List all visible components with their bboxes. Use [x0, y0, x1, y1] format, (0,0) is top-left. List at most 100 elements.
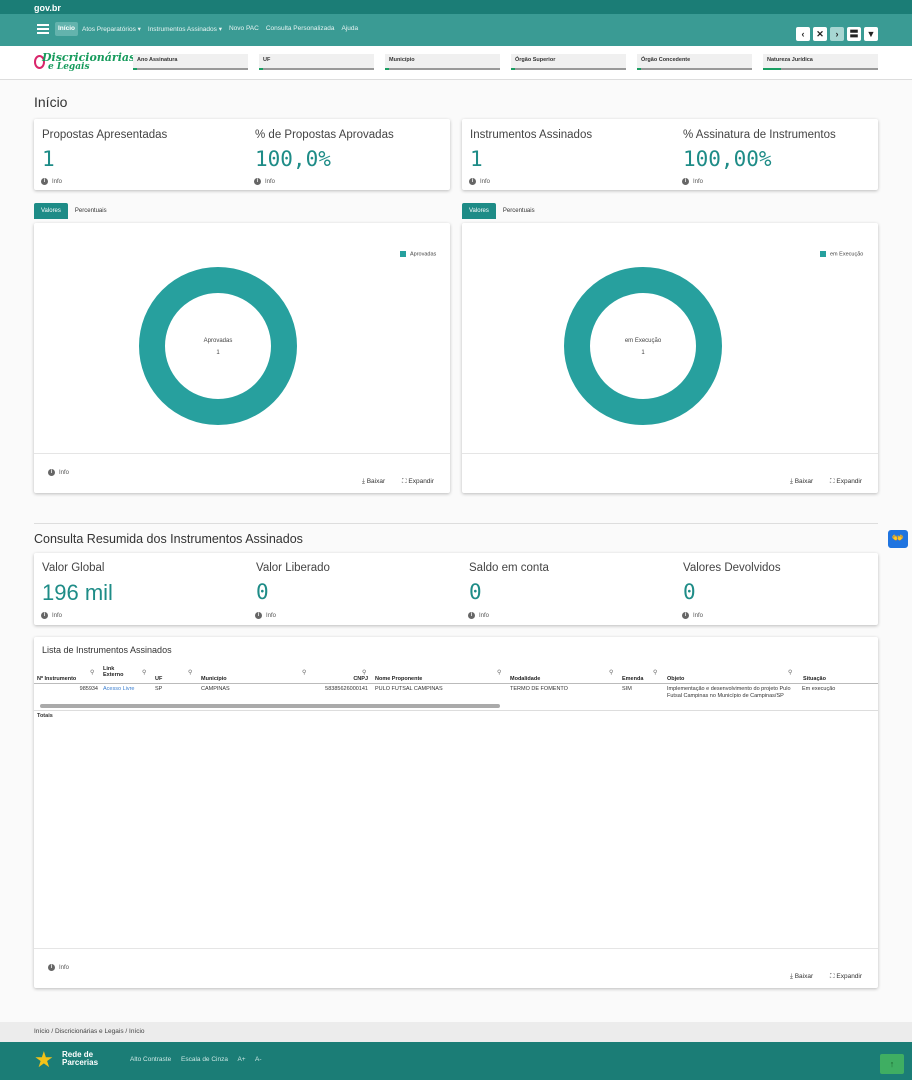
donut-center-label: Aprovadas 1: [203, 338, 233, 356]
download-button[interactable]: ⤓ Baixar: [790, 973, 814, 980]
rede-parcerias-logo[interactable]: Rede de Parcerias: [62, 1050, 99, 1067]
menu-item-novo-pac[interactable]: Novo PAC: [228, 25, 259, 32]
filter-bar: Discricionárias e Legais Ano Assinatura …: [0, 46, 912, 80]
menu-item-ajuda[interactable]: Ajuda: [341, 25, 359, 32]
high-contrast-link[interactable]: Alto Contraste: [130, 1056, 172, 1063]
tab-valores[interactable]: Valores: [34, 203, 68, 219]
back-selection-button[interactable]: ‹: [796, 27, 810, 41]
filter-orgao-superior[interactable]: Órgão Superior: [511, 54, 626, 70]
info-icon: i: [682, 612, 689, 619]
info-link[interactable]: i Info: [682, 178, 703, 185]
expand-icon: ⛶: [830, 973, 835, 980]
kpi-card-instrumentos: Instrumentos Assinados 1 i Info % Assinat…: [462, 119, 878, 190]
info-link[interactable]: i Info: [48, 964, 69, 971]
expand-button[interactable]: ⛶ Expandir: [830, 478, 863, 485]
col-header-proponente[interactable]: Nome Proponente ⚲: [375, 670, 502, 682]
kpi-label: Propostas Apresentadas: [42, 129, 168, 141]
col-header-situacao[interactable]: Situação: [803, 676, 826, 682]
tab-percentuais[interactable]: Percentuais: [74, 208, 107, 214]
col-header-link[interactable]: Link Externo ⚲: [103, 666, 147, 678]
info-link[interactable]: i Info: [41, 178, 62, 185]
brand-line1: Discricionárias: [42, 51, 136, 64]
menu-item-atos[interactable]: Atos Preparatórios ▾: [81, 26, 141, 33]
chart-legend[interactable]: em Execução: [820, 251, 863, 257]
tab-valores[interactable]: Valores: [462, 203, 496, 219]
info-link[interactable]: i Info: [682, 612, 703, 619]
page-title: Início: [34, 94, 68, 110]
download-button[interactable]: ⤓ Baixar: [790, 478, 814, 485]
menu-icon[interactable]: [37, 24, 49, 34]
kpi-value: 0: [256, 580, 269, 604]
gov-logo[interactable]: gov.br: [0, 0, 912, 14]
legend-swatch: [820, 251, 826, 257]
menu-lines-button[interactable]: 〓: [847, 27, 861, 41]
section-title: Consulta Resumida dos Instrumentos Assin…: [34, 532, 303, 546]
tab-percentuais[interactable]: Percentuais: [502, 208, 535, 214]
info-link[interactable]: i Info: [41, 612, 62, 619]
grayscale-link[interactable]: Escala de Cinza: [181, 1056, 228, 1063]
filter-orgao-concedente[interactable]: Órgão Concedente: [637, 54, 752, 70]
font-increase-link[interactable]: A+: [237, 1056, 246, 1063]
filter-natureza-juridica[interactable]: Natureza Jurídica: [763, 54, 878, 70]
clear-selection-button[interactable]: ✕: [813, 27, 827, 41]
info-icon: i: [468, 612, 475, 619]
info-link[interactable]: i Info: [254, 178, 275, 185]
back-to-top-button[interactable]: ↑: [880, 1054, 904, 1074]
breadcrumb[interactable]: Início / Discricionárias e Legais / Iníc…: [0, 1022, 912, 1042]
kpi-value: 0: [469, 580, 482, 604]
chart-card-aprovadas: Aprovadas Aprovadas 1 i Info ⤓ Baixar ⛶ Ex…: [34, 223, 450, 493]
col-header-objeto[interactable]: Objeto ⚲: [667, 670, 793, 682]
col-header-modalidade[interactable]: Modalidade ⚲: [510, 670, 614, 682]
info-icon: i: [48, 964, 55, 971]
chart-legend[interactable]: Aprovadas: [400, 251, 436, 257]
menu-item-consulta[interactable]: Consulta Personalizada: [265, 25, 335, 32]
info-link[interactable]: i Info: [469, 178, 490, 185]
col-header-emenda[interactable]: Emenda ⚲: [622, 670, 658, 682]
summary-card: Valor Global 196 mil i Info Valor Liberad…: [34, 553, 878, 625]
kpi-value: 100,0%: [255, 147, 331, 171]
brand-line2: e Legais: [48, 62, 90, 72]
star-logo-icon: ★: [34, 1047, 54, 1072]
forward-selection-button[interactable]: ›: [830, 27, 844, 41]
download-button[interactable]: ⤓ Baixar: [362, 478, 386, 485]
col-header-municipio[interactable]: Município ⚲: [201, 670, 307, 682]
horizontal-scrollbar[interactable]: [40, 704, 500, 708]
expand-button[interactable]: ⛶ Expandir: [830, 973, 863, 980]
info-icon: i: [254, 178, 261, 185]
kpi-label: Valores Devolvidos: [683, 562, 781, 574]
table-cell: CAMPINAS: [201, 686, 230, 692]
kpi-value: 100,00%: [683, 147, 772, 171]
menu-item-inicio[interactable]: Início: [55, 22, 78, 36]
filter-uf[interactable]: UF: [259, 54, 374, 70]
kpi-label: % de Propostas Aprovadas: [255, 129, 394, 141]
info-link[interactable]: i Info: [48, 469, 69, 476]
divider: [34, 523, 878, 524]
accessibility-icon[interactable]: 👐: [888, 530, 908, 548]
filter-municipio[interactable]: Município: [385, 54, 500, 70]
search-icon: ⚲: [788, 670, 793, 676]
table-cell: SP: [155, 686, 163, 692]
external-link[interactable]: Acesso Livre: [103, 686, 135, 692]
info-icon: i: [41, 178, 48, 185]
kpi-label: Saldo em conta: [469, 562, 549, 574]
search-icon: ⚲: [609, 670, 614, 676]
filter-button[interactable]: ▼: [864, 27, 878, 41]
filter-ano-assinatura[interactable]: Ano Assinatura: [133, 54, 248, 70]
info-link[interactable]: i Info: [255, 612, 276, 619]
table-card: Lista de Instrumentos Assinados i Info ⤓ …: [34, 637, 878, 988]
kpi-value: 1: [470, 147, 483, 171]
main-menu: Início Atos Preparatórios ▾ Instrumentos…: [55, 22, 362, 36]
col-header-num[interactable]: Nº Instrumento ⚲: [37, 670, 95, 682]
col-header-cnpj[interactable]: CNPJ ⚲: [353, 670, 368, 682]
table-cell: 985934: [79, 686, 98, 692]
menu-item-instrumentos[interactable]: Instrumentos Assinados ▾: [147, 26, 222, 33]
brand-logo: Discricionárias e Legais: [34, 51, 135, 75]
col-header-uf[interactable]: UF ⚲: [155, 670, 193, 682]
search-icon: ⚲: [653, 670, 658, 676]
kpi-label: Valor Global: [42, 562, 105, 574]
chart-tabs-right: Valores Percentuais: [462, 203, 542, 219]
kpi-label: % Assinatura de Instrumentos: [683, 129, 836, 141]
info-link[interactable]: i Info: [468, 612, 489, 619]
font-decrease-link[interactable]: A-: [255, 1056, 262, 1063]
expand-button[interactable]: ⛶ Expandir: [402, 478, 435, 485]
